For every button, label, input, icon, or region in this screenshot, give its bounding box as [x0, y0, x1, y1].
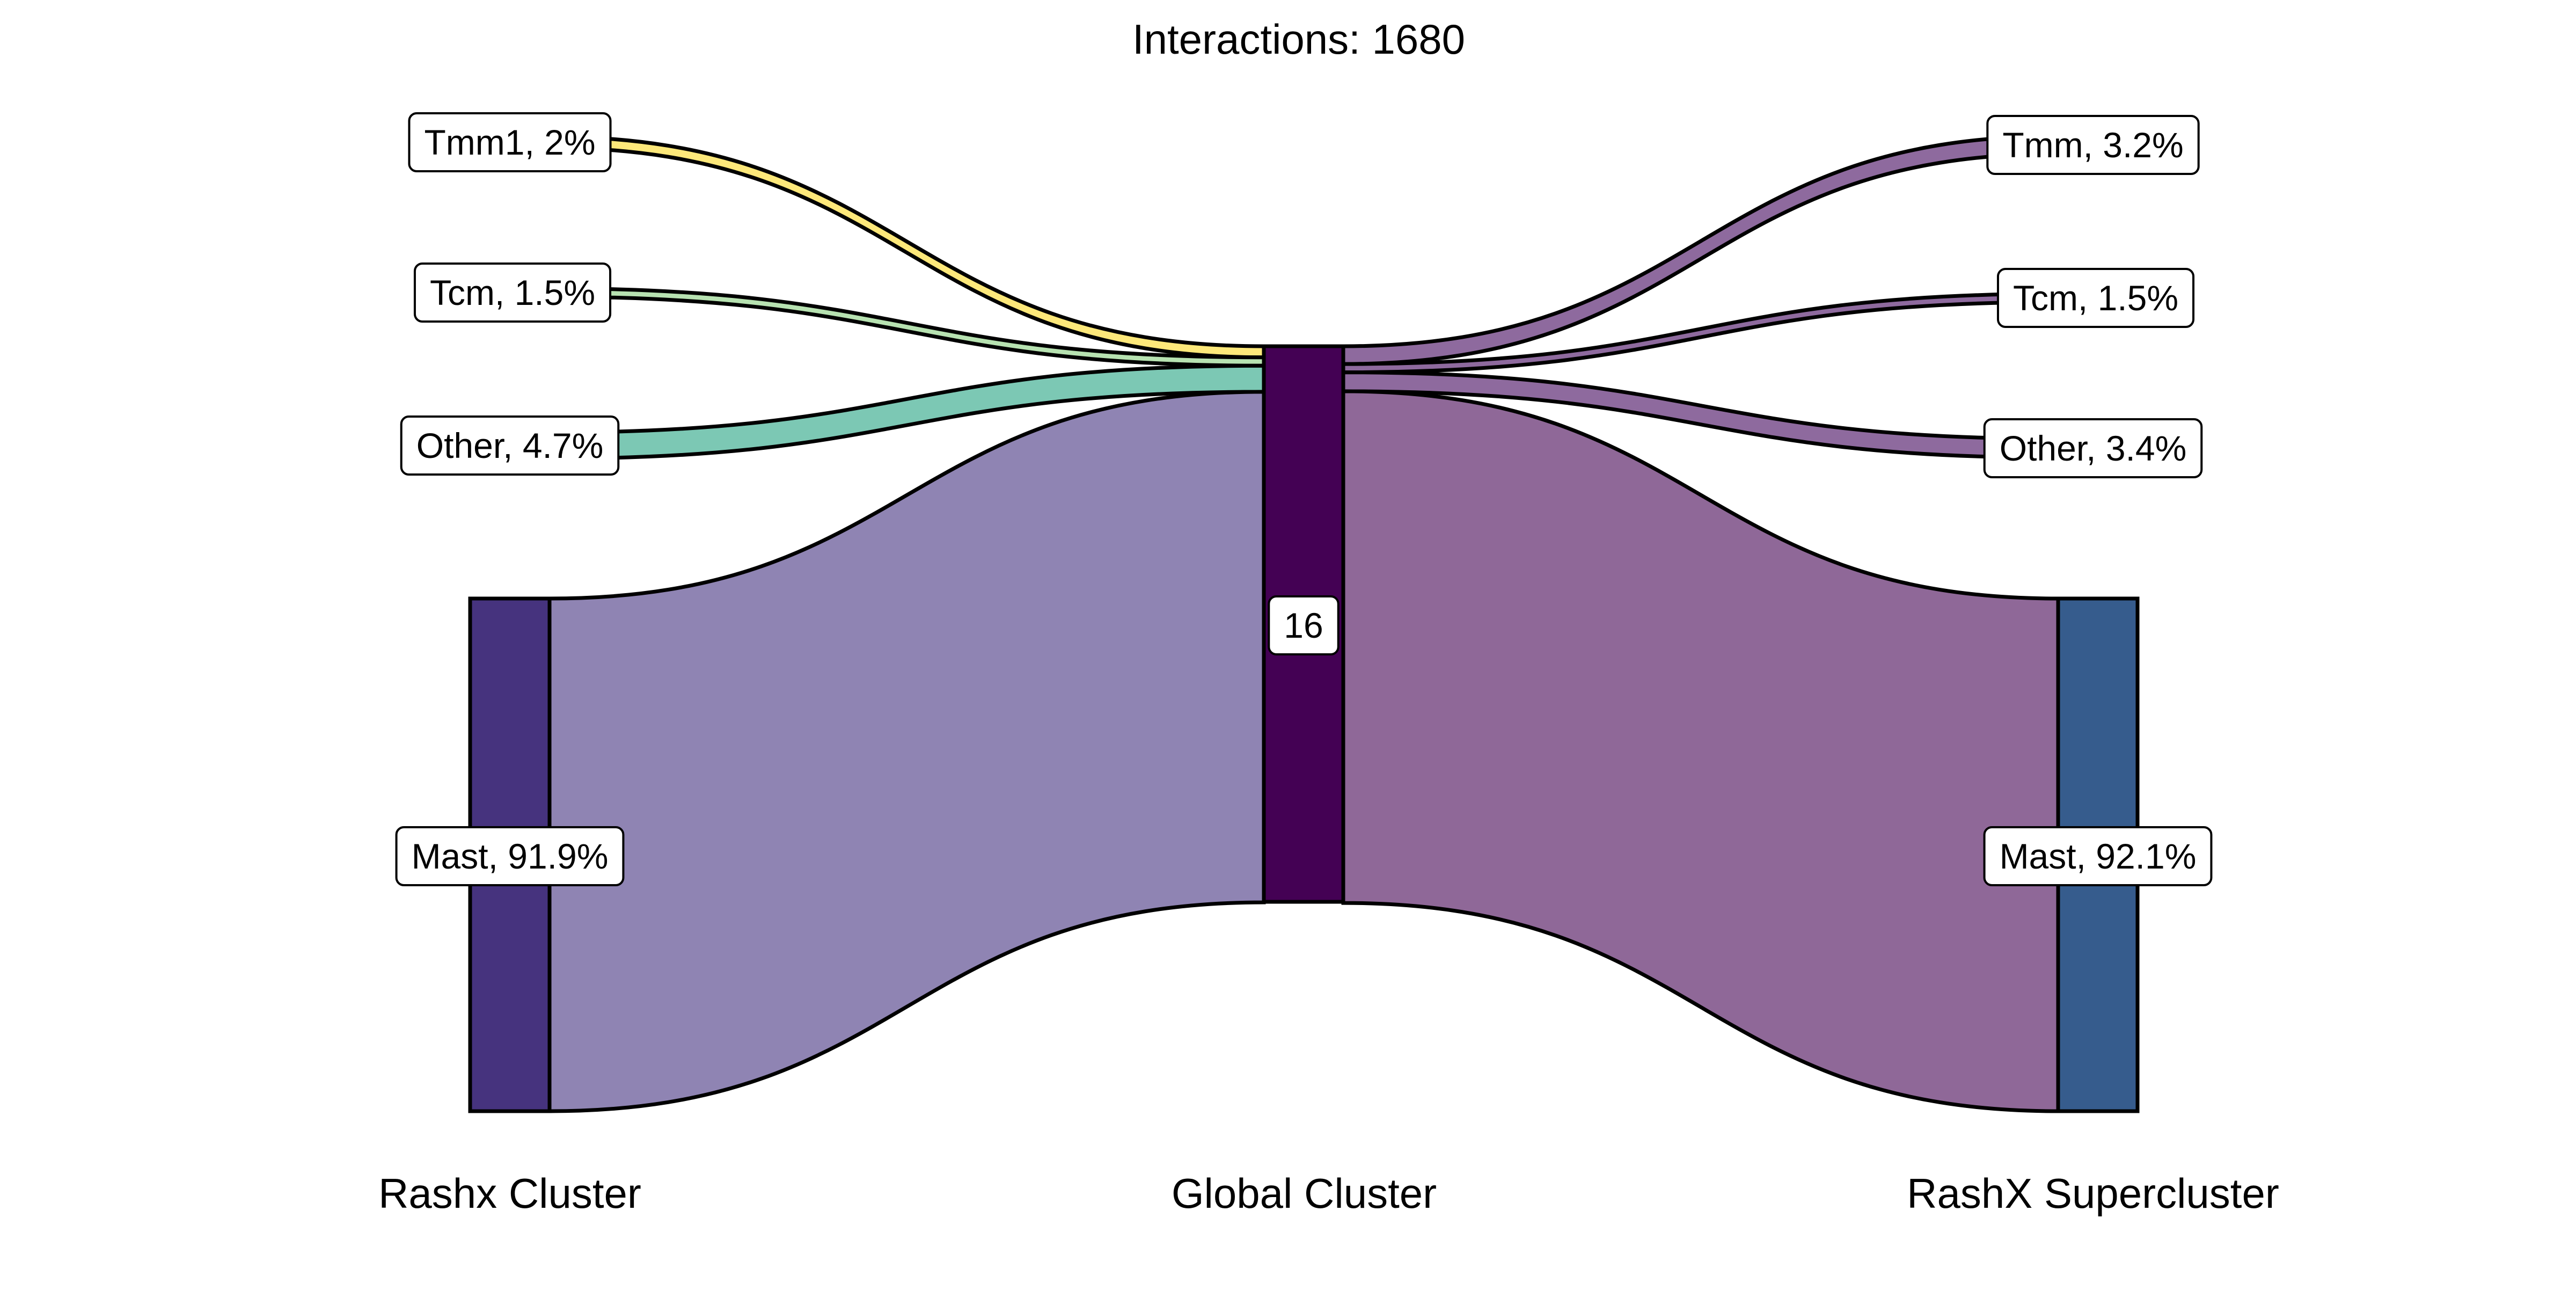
label-left-tcm-text: Tcm, 1.5%	[430, 273, 595, 312]
label-right-mast: Mast, 92.1%	[1983, 826, 2213, 886]
label-right-mast-box	[1983, 826, 2213, 886]
flow-right-tcm	[1341, 291, 2060, 375]
label-left-mast: Mast, 91.9%	[395, 826, 625, 886]
label-left-mast-text: Mast, 91.9%	[412, 836, 609, 876]
label-right-tcm: Tcm, 1.5%	[1996, 268, 2195, 328]
label-left-tcm-box	[413, 262, 612, 323]
flow-right-mast	[1341, 389, 2060, 1113]
axis-label-center: Global Cluster	[1172, 1170, 1437, 1217]
label-right-tmm: Tmm, 3.2%	[1986, 115, 2200, 175]
label-right-tmm-box	[1986, 115, 2200, 175]
label-right-mast-text: Mast, 92.1%	[2000, 836, 2197, 876]
flows-layer	[547, 134, 2060, 1113]
label-left-mast-box	[395, 826, 625, 886]
label-right-other: Other, 3.4%	[1983, 418, 2203, 478]
label-right-tmm-text: Tmm, 3.2%	[2002, 125, 2183, 165]
label-left-tmm1-text: Tmm1, 2%	[424, 122, 595, 162]
labels-layer: Tmm1, 2% Tcm, 1.5% Other, 4.7% Mast, 91.9% T…	[395, 112, 2213, 886]
label-left-other-text: Other, 4.7%	[416, 426, 604, 465]
label-left-tmm1-box	[408, 112, 612, 172]
label-right-tcm-box	[1996, 268, 2195, 328]
label-right-other-text: Other, 3.4%	[2000, 428, 2187, 468]
label-center: 16	[1268, 595, 1340, 655]
label-left-other-box	[400, 415, 620, 476]
label-right-tcm-text: Tcm, 1.5%	[2013, 278, 2178, 318]
label-center-text: 16	[1284, 606, 1323, 645]
chart-title: Interactions: 1680	[1132, 16, 1465, 63]
label-left-other: Other, 4.7%	[400, 415, 620, 476]
axis-label-left: Rashx Cluster	[378, 1170, 641, 1217]
flow-left-mast	[547, 390, 1266, 1113]
label-right-other-box	[1983, 418, 2203, 478]
label-left-tmm1: Tmm1, 2%	[408, 112, 612, 172]
label-center-box	[1268, 595, 1340, 655]
axis-label-right: RashX Supercluster	[1907, 1170, 2279, 1217]
flow-left-tcm	[547, 286, 1266, 368]
label-left-tcm: Tcm, 1.5%	[413, 262, 612, 323]
